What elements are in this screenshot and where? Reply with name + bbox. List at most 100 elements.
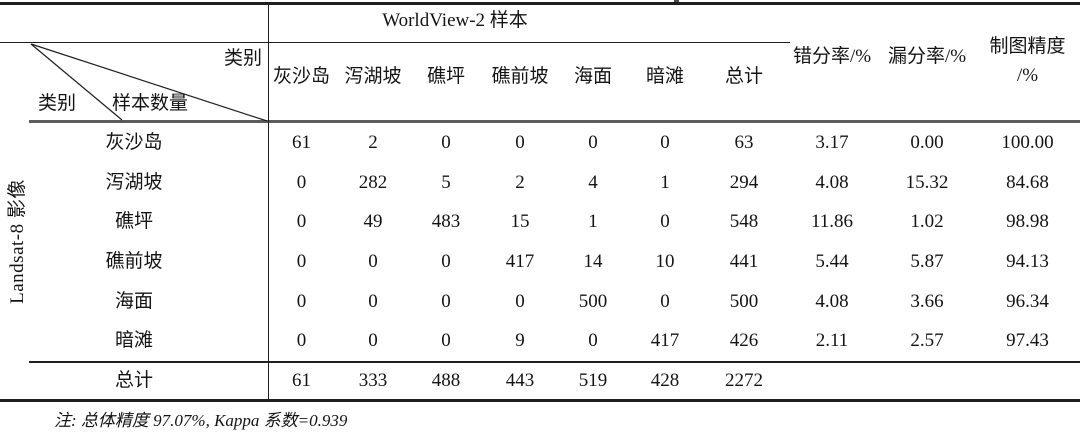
- data-cell: 0: [296, 172, 307, 193]
- col-header-label-line2: /%: [1016, 65, 1039, 86]
- data-cell: 100.00: [1001, 132, 1054, 153]
- row-label: 海面: [114, 291, 153, 312]
- total-cell: 61: [292, 370, 311, 391]
- diagonal-split-lines: [30, 43, 268, 121]
- col-header-class: 礁坪: [426, 66, 465, 87]
- data-cell: 548: [729, 211, 759, 232]
- data-cell: 14: [583, 251, 603, 272]
- spacer: [0, 43, 268, 120]
- data-cell: 0: [441, 291, 451, 312]
- data-cell: 63: [734, 132, 754, 153]
- data-cell: 0: [441, 330, 451, 351]
- data-cell: 1: [588, 211, 598, 232]
- col-header-commission-rate: 错分率/%: [785, 2, 879, 120]
- col-group-header: WorldView-2 样本: [382, 10, 528, 31]
- data-cell: 0: [588, 330, 598, 351]
- data-cell: 0: [296, 251, 307, 272]
- corner-value-label: 样本数量: [112, 93, 189, 114]
- data-cell: 0: [296, 330, 307, 351]
- col-header-omission-rate: 漏分率/%: [879, 2, 975, 120]
- label-column-divider: [268, 2, 270, 400]
- col-header-class: 灰沙岛: [272, 66, 330, 87]
- cropped-text-artifact: [674, 0, 679, 3]
- data-cell: 0: [515, 291, 525, 312]
- table-row: 灰沙岛 61 2 0 0 0 0 63 3.17 0.00 100.00: [0, 123, 1080, 163]
- data-cell: 2.57: [910, 330, 944, 351]
- table-bottom-border: [0, 399, 1080, 402]
- total-cell: 488: [431, 370, 461, 391]
- data-cell: 0: [515, 132, 525, 153]
- data-cell: 15: [510, 211, 530, 232]
- total-row-rule: [29, 361, 1080, 363]
- data-cell: 4.08: [815, 291, 849, 312]
- data-cell: 49: [363, 211, 383, 232]
- data-cell: 97.43: [1006, 330, 1049, 351]
- data-cell: 0: [441, 251, 451, 272]
- data-cell: 1.02: [910, 211, 944, 232]
- data-cell: 426: [729, 330, 759, 351]
- data-cell: 2: [515, 172, 525, 193]
- data-cell: 417: [650, 330, 680, 351]
- data-cell: 0: [368, 330, 378, 351]
- col-header-label: 错分率/%: [792, 45, 872, 67]
- data-cell: 0: [588, 132, 598, 153]
- data-cell: 5: [441, 172, 451, 193]
- data-cell: 5.44: [815, 251, 849, 272]
- data-cell: 417: [505, 251, 535, 272]
- data-cell: 15.32: [905, 172, 949, 193]
- total-row-label: 总计: [114, 370, 153, 391]
- col-header-label: 漏分率/%: [887, 45, 967, 67]
- table-top-border: [0, 2, 1080, 5]
- data-cell: 0: [660, 291, 670, 312]
- col-header-class: 暗滩: [645, 66, 684, 87]
- col-header-class: 泻湖坡: [344, 66, 402, 87]
- data-cell: 0: [296, 211, 307, 232]
- data-cell: 0: [660, 211, 670, 232]
- data-cell: 3.66: [910, 291, 944, 312]
- col-group-underline: [0, 42, 790, 44]
- data-cell: 2.11: [815, 330, 849, 351]
- table-note: 注: 总体精度 97.07%, Kappa 系数=0.939: [54, 411, 348, 430]
- data-cell: 61: [292, 132, 311, 153]
- data-cell: 0: [368, 291, 378, 312]
- data-cell: 9: [515, 330, 525, 351]
- row-label: 灰沙岛: [105, 132, 163, 153]
- data-cell: 5.87: [910, 251, 944, 272]
- data-cell: 10: [655, 251, 675, 272]
- column-header-row: 灰沙岛 泻湖坡 礁坪 礁前坡 海面 暗滩 总计: [0, 43, 1080, 120]
- data-cell: 98.98: [1006, 211, 1049, 232]
- col-header-mapping-accuracy: 制图精度 /%: [975, 2, 1080, 120]
- data-cell: 3.17: [815, 132, 849, 153]
- data-cell: 0: [296, 291, 307, 312]
- data-cell: 0: [441, 132, 451, 153]
- total-cell: 333: [358, 370, 388, 391]
- corner-cell: 类别 类别 样本数量: [0, 43, 268, 121]
- total-row: 总计 61 333 488 443 519 428 2272: [0, 362, 1080, 399]
- table-row: 暗滩 0 0 0 9 0 417 426 2.11 2.57 97.43: [0, 321, 1080, 361]
- col-header-total: 总计: [724, 66, 763, 87]
- data-cell: 94.13: [1006, 251, 1049, 272]
- total-cell: 2272: [725, 370, 763, 391]
- col-header-label-line1: 制图精度: [989, 36, 1066, 57]
- data-cell: 0: [660, 132, 670, 153]
- data-cell: 0: [368, 251, 378, 272]
- data-cell: 11.86: [810, 211, 854, 232]
- col-header-class: 海面: [573, 66, 612, 87]
- row-label: 礁坪: [114, 211, 153, 232]
- data-cell: 500: [578, 291, 608, 312]
- data-cell: 1: [660, 172, 670, 193]
- row-label: 泻湖坡: [105, 172, 163, 193]
- table-row: 礁前坡 0 0 0 417 14 10 441 5.44 5.87 94.13: [0, 242, 1080, 282]
- total-cell: 443: [505, 370, 535, 391]
- data-cell: 282: [358, 172, 388, 193]
- corner-col-label: 类别: [224, 48, 263, 69]
- col-header-class: 礁前坡: [491, 66, 549, 87]
- data-cell: 441: [729, 251, 759, 272]
- corner-row-label: 类别: [38, 93, 77, 114]
- header-bottom-rule: [29, 120, 1080, 123]
- data-cell: 96.34: [1006, 291, 1049, 312]
- data-cell: 2: [368, 132, 378, 153]
- data-cell: 500: [729, 291, 759, 312]
- total-cell: 519: [578, 370, 608, 391]
